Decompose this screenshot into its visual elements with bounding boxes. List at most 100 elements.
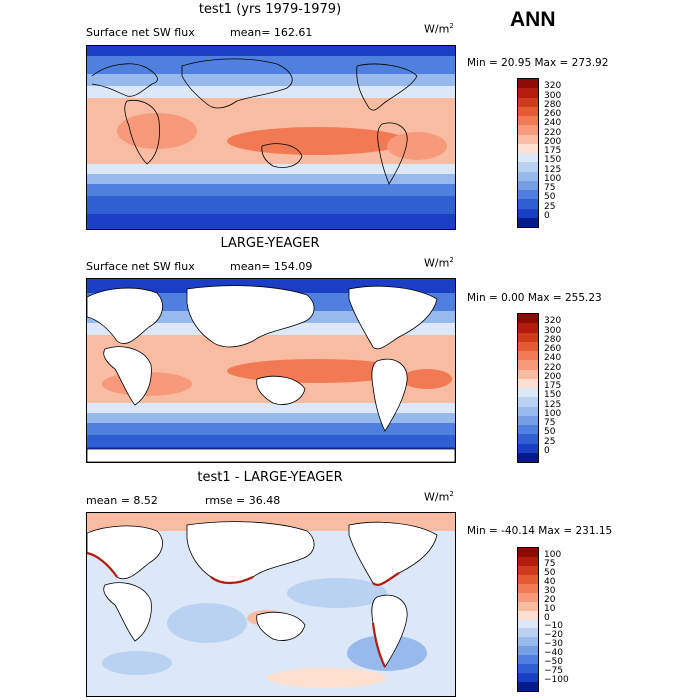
colorbar-tick-label: 260 [544,344,562,354]
colorbar-tick-label: 0 [544,612,550,623]
panel2-variable: Surface net SW flux [86,260,195,273]
colorbar-tick-label: 100 [544,173,562,184]
colorbar-swatch [518,323,538,333]
colorbar-tick-label: 10 [544,603,556,614]
colorbar-tick-label: 50 [544,192,556,203]
colorbar-swatch [518,664,538,674]
colorbar-swatch [518,601,538,611]
colorbar-tick-label: 0 [544,445,550,456]
colorbar-tick-label: −20 [544,630,563,641]
colorbar-tick-label: 75 [544,558,556,569]
colorbar-tick-label: 300 [544,325,562,336]
colorbar-swatch [518,162,538,172]
colorbar-swatch [518,619,538,629]
colorbar-tick-label: 75 [544,418,556,428]
colorbar-tick-label: 240 [544,118,562,129]
colorbar-tick-label: 30 [544,585,556,596]
colorbar-swatch [518,397,538,407]
colorbar-tick-label: 150 [544,155,562,166]
colorbar-tick-label: 200 [544,136,562,147]
colorbar-tick-label: −10 [544,621,563,632]
colorbar-tick-label: 100 [544,408,562,419]
colorbar-tick-label: 175 [544,381,562,391]
colorbar-swatch [518,592,538,602]
panel2-unit-exp: 2 [449,256,454,264]
colorbar-swatch [518,341,538,351]
colorbar-tick-label: 125 [544,164,562,175]
colorbar-tick-label: 125 [544,399,562,410]
colorbar-tick-label: −30 [544,639,563,650]
colorbar-swatch [518,88,538,98]
panel1-mean: mean= 162.61 [230,26,313,39]
season-label: ANN [510,8,556,31]
colorbar-tick-label: 0 [544,210,550,221]
colorbar-swatch [518,637,538,647]
colorbar-tick-label: 220 [544,362,562,373]
colorbar-swatch [518,574,538,584]
colorbar-swatch [518,452,538,462]
colorbar-tick-label: −100 [544,675,569,686]
colorbar-swatch [518,171,538,181]
panel3-unit-exp: 2 [449,490,454,498]
panel2-colorbar [517,313,539,463]
panel3-map-svg [87,513,455,696]
colorbar-swatch [518,351,538,361]
colorbar-tick-label: 25 [544,201,556,212]
colorbar-tick-label: 260 [544,109,562,119]
panel2-map [86,278,456,463]
colorbar-swatch [518,434,538,444]
colorbar-swatch [518,369,538,379]
colorbar-swatch [518,443,538,453]
panel2-mean: mean= 154.09 [230,260,313,273]
colorbar-swatch [518,406,538,416]
colorbar-swatch [518,425,538,435]
panel2-minmax: Min = 0.00 Max = 255.23 [467,292,602,304]
panel3-title: test1 - LARGE-YEAGER [197,470,343,485]
panel1-colorbar-labels: 320 300 280 260 240 220 200 175 150 125 100 75 50 25 0 [544,78,584,226]
colorbar-swatch [518,415,538,425]
colorbar-swatch [518,360,538,370]
colorbar-swatch [518,190,538,200]
panel1-map [86,45,456,230]
colorbar-tick-label: −50 [544,657,563,668]
colorbar-tick-label: 175 [544,146,562,156]
colorbar-tick-label: 200 [544,371,562,382]
panel3-units: W/m2 [424,490,454,504]
panel1-minmax: Min = 20.95 Max = 273.92 [467,57,609,69]
colorbar-swatch [518,79,538,89]
colorbar-tick-label: 25 [544,436,556,447]
colorbar-swatch [518,143,538,153]
panel3-minmax: Min = -40.14 Max = 231.15 [467,525,613,537]
colorbar-swatch [518,682,538,691]
panel3-rmse: rmse = 36.48 [205,494,281,507]
colorbar-swatch [518,125,538,135]
colorbar-tick-label: 240 [544,353,562,364]
panel3-colorbar [517,547,539,692]
colorbar-swatch [518,646,538,656]
colorbar-tick-label: 50 [544,427,556,438]
panel3-map [86,512,456,697]
colorbar-tick-label: −40 [544,648,563,659]
panel1-map-svg [87,46,455,229]
panel3-unit-base: W/m [424,490,450,504]
colorbar-tick-label: 320 [544,316,562,327]
colorbar-swatch [518,106,538,116]
panel3-colorbar-labels: 100 75 50 40 30 20 10 0 −10 −20 −30 −40 −50 −75 −100 [544,547,584,690]
colorbar-tick-label: 220 [544,127,562,138]
colorbar-tick-label: 320 [544,81,562,92]
colorbar-swatch [518,153,538,163]
panel2-map-svg [87,279,455,462]
colorbar-tick-label: 20 [544,594,556,605]
panel2-units: W/m2 [424,256,454,270]
colorbar-swatch [518,565,538,575]
panel1-variable: Surface net SW flux [86,26,195,39]
colorbar-swatch [518,217,538,227]
panel2-title: LARGE-YEAGER [220,236,320,251]
panel1-unit-exp: 2 [449,22,454,30]
colorbar-tick-label: 100 [544,549,562,560]
colorbar-swatch [518,180,538,190]
colorbar-tick-label: 40 [544,576,556,587]
colorbar-swatch [518,548,538,557]
colorbar-tick-label: −75 [544,666,563,677]
colorbar-swatch [518,655,538,665]
